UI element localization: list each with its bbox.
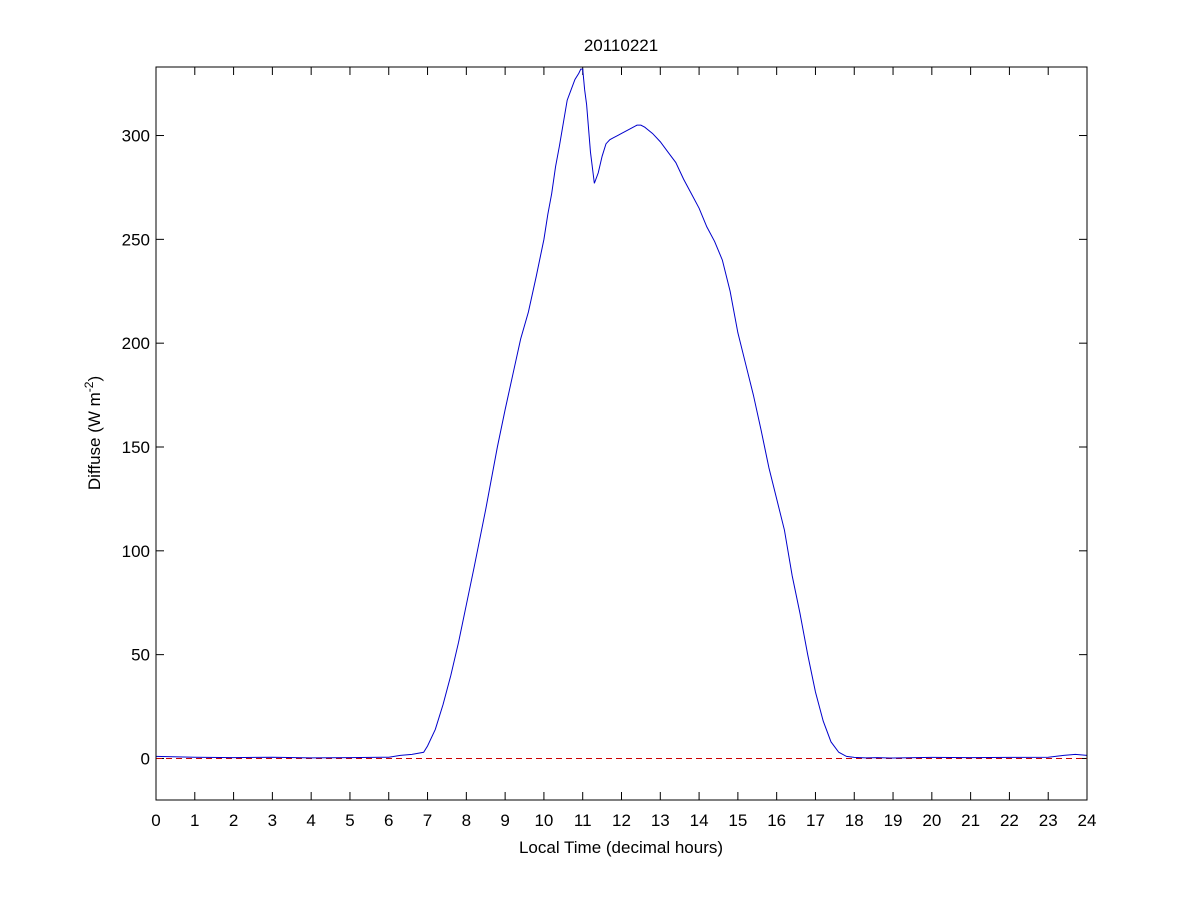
x-tick-label: 11: [574, 811, 592, 830]
y-tick-label: 300: [122, 127, 150, 146]
y-tick-label: 200: [122, 334, 150, 353]
x-tick-label: 8: [462, 811, 471, 830]
x-tick-label: 21: [961, 811, 980, 830]
y-tick-label: 100: [122, 542, 150, 561]
x-tick-label: 17: [806, 811, 825, 830]
x-tick-label: 2: [229, 811, 238, 830]
x-tick-label: 0: [151, 811, 160, 830]
chart-title: 20110221: [584, 36, 658, 55]
y-tick-label: 250: [122, 230, 150, 249]
plot-frame: [155, 66, 1088, 801]
x-tick-label: 9: [500, 811, 509, 830]
x-tick-label: 1: [190, 811, 199, 830]
y-axis-label: Diffuse (W m-2): [82, 376, 104, 490]
tick-labels: 0 1 2 3 4 5 6 7 8 9 10 11 12 13 14 15 16 17 18 19 20 21 22 23 24…: [122, 127, 1097, 830]
x-tick-label: 6: [384, 811, 393, 830]
x-tick-label: 22: [1000, 811, 1019, 830]
plot-area: [156, 67, 1087, 800]
x-tick-label: 16: [767, 811, 786, 830]
y-tick-label: 150: [122, 438, 150, 457]
x-tick-label: 18: [845, 811, 864, 830]
x-tick-label: 20: [922, 811, 941, 830]
chart-series: [155, 68, 1088, 759]
x-tick-label: 5: [345, 811, 354, 830]
y-axis-label-superscript: -2: [82, 381, 96, 392]
x-tick-label: 14: [690, 811, 709, 830]
x-tick-label: 10: [534, 811, 553, 830]
y-tick-label: 0: [141, 749, 150, 768]
x-tick-label: 23: [1039, 811, 1058, 830]
x-tick-label: 24: [1078, 811, 1097, 830]
x-axis-label: Local Time (decimal hours): [519, 838, 723, 857]
x-tick-label: 12: [612, 811, 631, 830]
y-axis-label-prefix: Diffuse (W m: [85, 392, 104, 490]
x-tick-label: 3: [268, 811, 277, 830]
y-tick-label: 50: [131, 646, 150, 665]
x-tick-label: 7: [423, 811, 432, 830]
x-tick-label: 4: [306, 811, 315, 830]
axis-ticks: [155, 67, 1088, 800]
diffuse-series-line: [155, 68, 1088, 759]
x-tick-label: 19: [884, 811, 903, 830]
x-tick-label: 13: [651, 811, 670, 830]
y-axis-label-suffix: ): [85, 376, 104, 382]
x-tick-label: 15: [728, 811, 747, 830]
